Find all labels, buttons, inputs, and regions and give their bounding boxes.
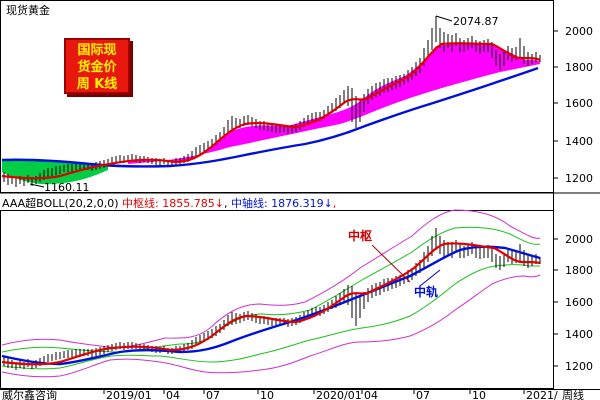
- axis-line-value: 中轴线: 1876.319: [230, 197, 324, 210]
- trough-pointer: [29, 183, 45, 188]
- trailing-comma: ,: [332, 197, 337, 210]
- boll-inner-upper: [1, 226, 541, 353]
- top-y-tick-label: 2000: [565, 25, 593, 38]
- boll-mid-line: [1, 242, 541, 366]
- period-label[interactable]: 周线: [562, 388, 584, 400]
- mid-line-value: 中枢线: 1855.785: [122, 197, 215, 210]
- bottom-y-tick-label: 1800: [565, 264, 593, 277]
- time-axis: 威尔鑫咨询 2019/01 04 07 10 2020/01 04 07 10 …: [2, 388, 584, 400]
- mid-line-arrow-icon: ↓: [214, 197, 224, 210]
- top-y-tick-label: 1800: [565, 61, 593, 74]
- time-tick-label: 07: [416, 389, 430, 400]
- zhonggui-pointer: [419, 269, 441, 287]
- mid-line: [1, 42, 541, 180]
- upper-fill-area: [128, 43, 540, 164]
- zhongshu-pointer: [371, 244, 411, 283]
- top-y-tick-label: 1400: [565, 135, 593, 148]
- top-price-panel: 2074.87 1160.11: [1, 15, 541, 194]
- bottom-y-tick-label: 1600: [565, 296, 593, 309]
- top-y-tick-label: 1200: [565, 172, 593, 185]
- time-tick-label: 2019/01: [106, 389, 152, 400]
- separator: ,: [223, 197, 228, 210]
- trough-label: 1160.11: [44, 181, 90, 194]
- indicator-bar: AAA超BOLL(20,2,0,0) 中枢线: 1855.785↓, 中轴线: …: [2, 195, 336, 211]
- watermark-label: 威尔鑫咨询: [2, 388, 57, 400]
- peak-pointer: [435, 15, 453, 22]
- time-tick-label: 10: [260, 389, 274, 400]
- time-tick-label: 04: [166, 389, 180, 400]
- badge-line: 货金价: [77, 60, 117, 75]
- annotation-zhongshu: 中枢: [348, 228, 372, 243]
- bottom-y-tick-label: 1200: [565, 360, 593, 373]
- bottom-y-axis: 2000 1800 1600 1400 1200: [553, 233, 593, 373]
- boll-outer-lower: [1, 274, 541, 378]
- axis-line-arrow-icon: ↓: [323, 197, 333, 210]
- time-tick-label: 10: [472, 389, 486, 400]
- time-tick-label: 2021/: [526, 389, 558, 400]
- peak-label: 2074.87: [453, 15, 499, 28]
- badge-line: 周 K线: [76, 77, 118, 92]
- bottom-y-tick-label: 1400: [565, 328, 593, 341]
- bottom-y-tick-label: 2000: [565, 233, 593, 246]
- boll-inner-lower: [1, 264, 540, 370]
- top-y-axis: 2000 1800 1600 1400 1200: [553, 25, 593, 185]
- time-tick-label: 04: [364, 389, 378, 400]
- annotation-zhonggui: 中轨: [414, 284, 438, 299]
- time-tick-label: 2020/01: [316, 389, 362, 400]
- indicator-name[interactable]: AAA超BOLL(20,2,0,0): [2, 197, 119, 210]
- time-tick-label: 07: [206, 389, 220, 400]
- boll-panel: 中枢 中轨: [1, 209, 541, 378]
- title-badge: 国际现 货金价 周 K线: [64, 38, 130, 94]
- top-y-tick-label: 1600: [565, 97, 593, 110]
- instrument-title: 现货黄金: [6, 4, 50, 17]
- badge-line: 国际现: [77, 43, 117, 58]
